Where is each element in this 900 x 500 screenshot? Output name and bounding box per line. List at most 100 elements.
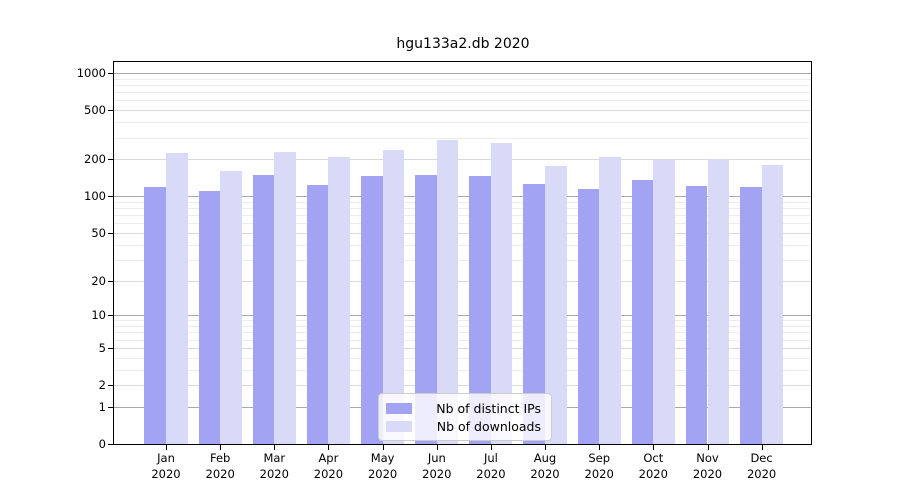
bar-distinct-ips-Mar <box>252 175 275 444</box>
bar-downloads-Nov <box>707 158 730 444</box>
x-tick-label-May: May 2020 <box>367 451 398 481</box>
y-tick-label-1: 1 <box>98 399 106 414</box>
y-tick-label-10: 10 <box>91 308 106 323</box>
x-tick-label-Jun: Jun 2020 <box>422 451 452 481</box>
x-tick-label-Feb: Feb 2020 <box>205 451 235 481</box>
gridline-9 <box>114 320 812 322</box>
y-tick-mark-0 <box>108 444 113 445</box>
legend-swatch-distinct-ips <box>386 402 412 414</box>
x-tick-mark-Jul <box>490 445 492 450</box>
y-tick-mark-1 <box>108 406 113 408</box>
y-tick-label-20: 20 <box>91 273 106 288</box>
gridline-10 <box>114 315 812 317</box>
x-tick-label-Aug: Aug 2020 <box>530 451 560 481</box>
gridline-30 <box>114 259 812 261</box>
gridline-300 <box>114 137 812 139</box>
bar-distinct-ips-May <box>361 176 383 444</box>
x-tick-mark-Nov <box>707 445 709 450</box>
gridline-600 <box>114 100 812 102</box>
y-tick-mark-200 <box>108 159 113 161</box>
bar-downloads-Oct <box>653 160 675 444</box>
bar-downloads-Jun <box>436 140 459 444</box>
chart-title: hgu133a2.db 2020 <box>396 36 530 52</box>
bar-distinct-ips-Jan <box>144 186 166 444</box>
gridline-800 <box>114 85 812 86</box>
x-tick-label-Jan: Jan 2020 <box>151 451 181 481</box>
gridline-80 <box>114 208 812 209</box>
y-tick-mark-50 <box>108 232 113 234</box>
x-tick-label-Dec: Dec 2020 <box>746 451 777 481</box>
y-tick-label-0: 0 <box>98 437 106 451</box>
gridline-2 <box>114 385 812 386</box>
y-tick-mark-500 <box>108 110 113 112</box>
legend-row-distinct-ips: Nb of distinct IPs <box>386 400 541 416</box>
legend-swatch-downloads <box>386 420 412 432</box>
gridline-200 <box>114 159 812 161</box>
x-tick-label-Mar: Mar 2020 <box>259 451 289 481</box>
bar-downloads-Dec <box>761 165 784 444</box>
gridline-100 <box>114 196 812 198</box>
y-tick-mark-10 <box>108 315 113 317</box>
x-tick-label-Apr: Apr 2020 <box>313 451 344 481</box>
gridline-20 <box>114 280 812 282</box>
y-tick-label-500: 500 <box>84 103 106 118</box>
x-tick-label-Nov: Nov 2020 <box>692 451 723 481</box>
gridline-70 <box>114 215 812 217</box>
bar-distinct-ips-Jul <box>469 176 491 444</box>
gridline-5 <box>114 347 812 349</box>
x-tick-mark-Dec <box>761 445 763 450</box>
bar-downloads-Aug <box>545 165 567 444</box>
bar-distinct-ips-Feb <box>198 191 221 444</box>
gridline-1000 <box>114 73 812 74</box>
bar-downloads-Feb <box>220 171 242 444</box>
bar-downloads-Jan <box>166 153 188 444</box>
x-tick-mark-Jun <box>436 445 438 450</box>
legend: Nb of distinct IPs Nb of downloads <box>378 393 552 441</box>
y-tick-label-100: 100 <box>84 189 106 204</box>
gridline-60 <box>114 223 812 225</box>
bar-downloads-Jul <box>490 143 513 444</box>
y-tick-label-5: 5 <box>98 340 106 355</box>
y-tick-mark-20 <box>108 280 113 282</box>
y-tick-label-200: 200 <box>84 152 106 167</box>
bar-distinct-ips-Apr <box>306 185 329 444</box>
y-tick-mark-1000 <box>108 73 113 74</box>
bar-downloads-Apr <box>328 157 350 444</box>
bar-downloads-May <box>382 150 405 444</box>
bar-distinct-ips-Aug <box>523 183 545 444</box>
legend-row-downloads: Nb of downloads <box>386 418 541 434</box>
bar-downloads-Sep <box>599 157 621 444</box>
x-tick-mark-Jan <box>166 445 167 450</box>
y-tick-mark-2 <box>108 385 113 386</box>
gridline-7 <box>114 332 812 334</box>
x-tick-mark-Apr <box>328 445 330 450</box>
bar-distinct-ips-Sep <box>577 188 600 444</box>
gridline-8 <box>114 326 812 327</box>
gridline-6 <box>114 339 812 341</box>
bar-distinct-ips-Jun <box>415 175 437 444</box>
x-tick-mark-Aug <box>545 445 546 450</box>
x-tick-label-Oct: Oct 2020 <box>638 451 668 481</box>
x-tick-mark-Feb <box>220 445 222 450</box>
x-tick-mark-Mar <box>274 445 276 450</box>
y-tick-mark-5 <box>108 347 113 349</box>
y-tick-mark-100 <box>108 196 113 198</box>
x-tick-mark-Sep <box>599 445 601 450</box>
gridline-400 <box>114 122 812 124</box>
bar-distinct-ips-Oct <box>631 179 654 444</box>
x-tick-mark-Oct <box>653 445 655 450</box>
gridline-50 <box>114 232 812 234</box>
x-tick-label-Sep: Sep 2020 <box>584 451 614 481</box>
y-tick-label-1000: 1000 <box>76 66 106 80</box>
y-tick-label-2: 2 <box>98 378 106 392</box>
bar-downloads-Mar <box>274 152 296 444</box>
gridline-500 <box>114 110 812 112</box>
gridline-90 <box>114 201 812 203</box>
x-tick-label-Jul: Jul 2020 <box>476 451 506 481</box>
legend-label-distinct-ips: Nb of distinct IPs <box>436 400 541 416</box>
legend-label-downloads: Nb of downloads <box>436 418 541 434</box>
bar-distinct-ips-Dec <box>740 186 762 444</box>
gridline-40 <box>114 244 812 246</box>
bar-distinct-ips-Nov <box>685 185 708 444</box>
